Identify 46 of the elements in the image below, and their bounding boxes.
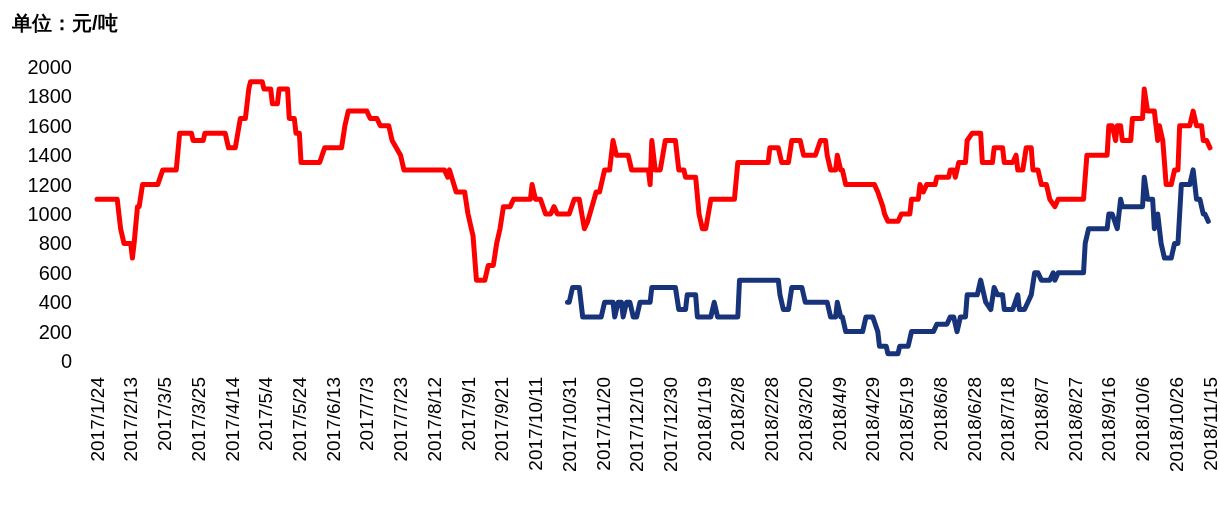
x-tick-label: 2017/12/30 [660,377,682,473]
x-tick-label: 2018/5/19 [896,377,918,462]
x-tick-label: 2017/5/4 [255,376,277,451]
x-tick-label: 2017/1/24 [86,376,108,462]
y-axis-title: 单位：元/吨 [11,12,118,34]
x-tick-label: 2017/11/20 [592,377,614,471]
x-tick-label: 2018/2/28 [761,377,783,462]
x-tick-label: 2017/7/23 [390,377,412,462]
y-tick-label: 1800 [27,85,72,108]
x-tick-label: 2018/11/15 [1199,377,1220,471]
x-tick-label: 2017/2/13 [120,377,142,462]
y-tick-label: 400 [38,291,72,314]
x-tick-label: 2018/8/27 [1064,377,1086,462]
x-tick-label: 2017/10/31 [558,377,580,473]
y-tick-label: 1000 [27,203,72,225]
x-tick-label: 2018/8/7 [1031,377,1053,451]
x-tick-label: 2018/4/29 [862,377,884,462]
x-tick-label: 2018/3/20 [794,377,816,462]
x-tick-label: 2017/3/25 [187,377,209,462]
x-tick-label: 2017/9/21 [491,377,513,462]
y-tick-label: 2000 [27,56,72,78]
x-tick-label: 2018/1/19 [693,377,715,462]
y-tick-label: 1600 [27,114,72,137]
x-tick-label: 2018/6/28 [963,377,985,462]
x-tick-label: 2017/10/11 [525,377,547,471]
x-tick-label: 2018/6/8 [929,377,951,451]
x-tick-label: 2018/7/18 [997,377,1019,462]
x-tick-label: 2017/8/12 [423,377,445,462]
y-tick-label: 1400 [27,144,72,167]
y-tick-label: 800 [38,232,72,255]
x-tick-label: 2018/2/8 [727,377,749,451]
x-tick-label: 2018/4/9 [828,377,850,451]
y-tick-label: 0 [60,350,72,372]
x-tick-label: 2017/5/24 [289,376,311,462]
y-tick-label: 200 [38,320,72,343]
y-tick-label: 1200 [27,173,72,196]
x-tick-label: 2017/4/14 [221,376,243,462]
x-tick-label: 2017/6/13 [322,377,344,462]
x-tick-label: 2018/10/26 [1165,377,1187,473]
x-tick-label: 2018/10/6 [1132,377,1154,462]
x-tick-label: 2017/9/1 [457,377,479,451]
x-tick-label: 2017/7/3 [356,377,378,451]
y-tick-label: 600 [38,261,72,284]
x-tick-label: 2017/3/5 [154,377,176,451]
x-tick-label: 2017/12/10 [626,377,648,473]
x-tick-label: 2018/9/16 [1098,377,1120,462]
